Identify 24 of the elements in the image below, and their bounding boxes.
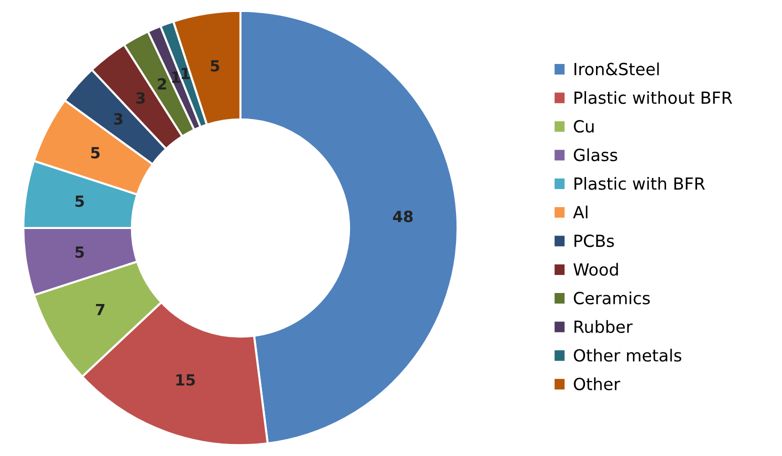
legend-label: Ceramics <box>574 292 650 304</box>
legend-label: Other <box>574 377 620 390</box>
data-label: 3 <box>136 92 145 104</box>
legend-label: PCBs <box>574 234 614 248</box>
legend-label: Rubber <box>574 320 633 334</box>
data-label: 1 <box>182 68 190 79</box>
data-label: 7 <box>96 304 104 316</box>
legend-label: Plastic without BFR <box>574 91 732 104</box>
legend-label: Wood <box>573 262 618 276</box>
data-label: 3 <box>114 113 122 125</box>
legend-label: Glass <box>574 148 618 162</box>
legend-label: Al <box>573 206 588 218</box>
data-label: 15 <box>176 374 195 386</box>
data-label: 1 <box>172 72 180 83</box>
legend-label: Other metals <box>574 348 682 362</box>
legend-label: Iron&Steel <box>574 62 659 76</box>
data-label: 5 <box>75 196 84 207</box>
data-label: 48 <box>393 210 413 222</box>
legend-label: Cu <box>574 120 594 133</box>
data-label: 5 <box>75 246 84 258</box>
legend-label: Plastic with BFR <box>574 176 705 190</box>
data-label: 5 <box>210 60 220 72</box>
data-label: 5 <box>91 147 100 158</box>
data-label: 2 <box>158 78 166 90</box>
